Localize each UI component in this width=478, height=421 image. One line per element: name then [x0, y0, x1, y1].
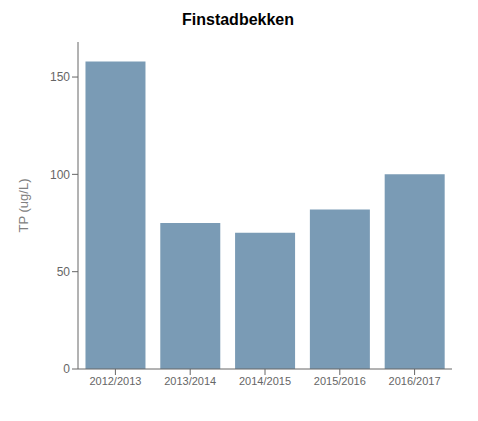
svg-text:2012/2013: 2012/2013: [89, 375, 141, 387]
svg-text:50: 50: [57, 265, 71, 279]
svg-text:2014/2015: 2014/2015: [239, 375, 291, 387]
svg-text:150: 150: [50, 70, 70, 84]
svg-text:2015/2016: 2015/2016: [314, 375, 366, 387]
svg-text:TP (ug/L): TP (ug/L): [16, 179, 31, 233]
svg-text:100: 100: [50, 168, 70, 182]
html-text:Finstadbekken: Finstadbekken: [182, 11, 294, 28]
svg-text:0: 0: [63, 362, 70, 376]
svg-text:2016/2017: 2016/2017: [389, 375, 441, 387]
svg-text:2013/2014: 2013/2014: [164, 375, 216, 387]
